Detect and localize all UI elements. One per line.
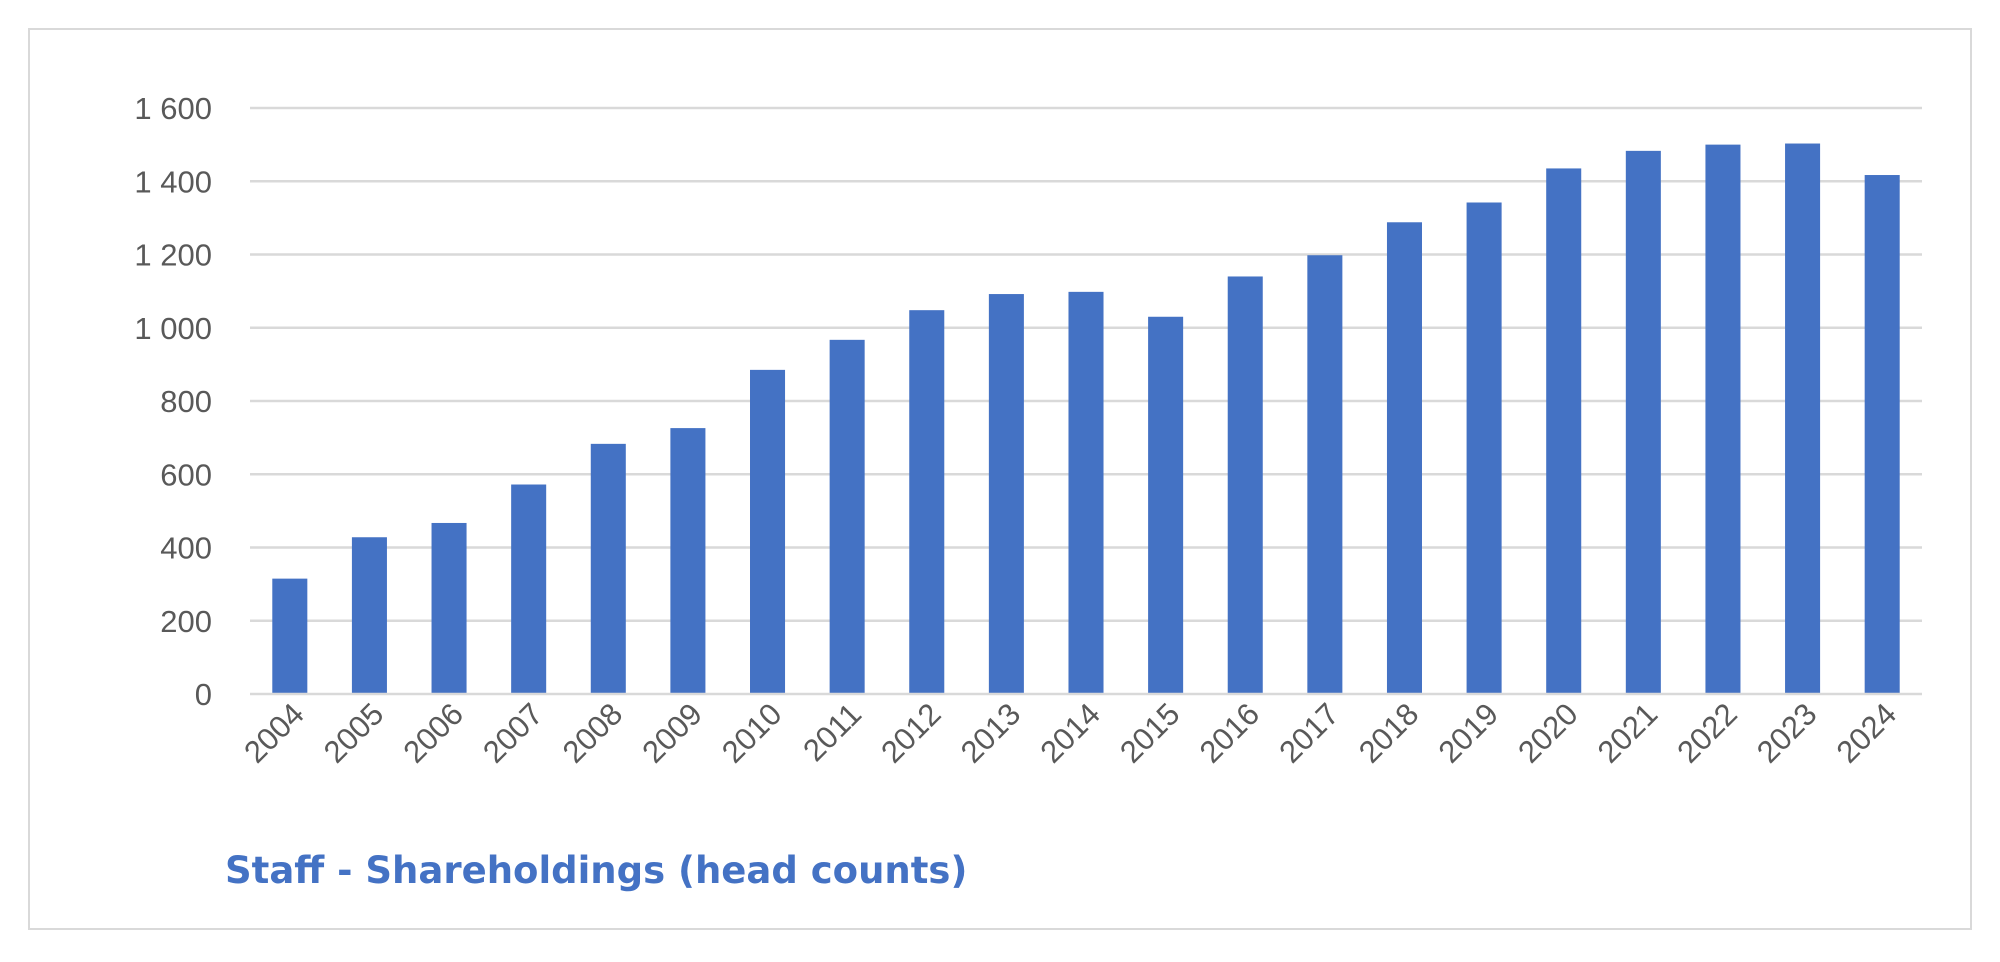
bar-2008 bbox=[590, 443, 626, 694]
y-tick-label: 800 bbox=[160, 384, 212, 419]
x-tick-label: 2008 bbox=[556, 696, 630, 770]
x-tick-label: 2018 bbox=[1352, 696, 1426, 770]
bars bbox=[272, 143, 1900, 695]
x-tick-label: 2015 bbox=[1113, 696, 1187, 770]
y-tick-label: 0 bbox=[195, 677, 212, 712]
y-tick-label: 600 bbox=[160, 457, 212, 492]
x-axis-tick-labels: 2004 2005 2006 2007 2008 2009 2010 2011 2012 2013… bbox=[237, 696, 1903, 770]
bar-2006 bbox=[431, 522, 467, 694]
bar-2018 bbox=[1386, 222, 1422, 694]
bar-2009 bbox=[670, 428, 706, 694]
x-tick-label: 2011 bbox=[796, 696, 868, 768]
x-tick-label: 2009 bbox=[635, 696, 709, 770]
bar-2024 bbox=[1864, 175, 1900, 694]
x-tick-label: 2021 bbox=[1591, 696, 1665, 770]
y-tick-label: 400 bbox=[160, 531, 212, 566]
bar-2007 bbox=[511, 484, 547, 694]
bar-2023 bbox=[1785, 143, 1821, 694]
x-tick-label: 2006 bbox=[396, 696, 470, 770]
bar-2019 bbox=[1466, 202, 1502, 694]
bar-2020 bbox=[1546, 168, 1582, 694]
x-tick-label: 2019 bbox=[1432, 696, 1506, 770]
y-axis-tick-labels: 0 200 400 600 800 1 000 1 200 1 400 1 600 bbox=[134, 91, 212, 712]
x-tick-label: 2022 bbox=[1670, 696, 1744, 770]
y-tick-label: 1 400 bbox=[134, 164, 212, 199]
x-tick-label: 2010 bbox=[715, 696, 789, 770]
bar-2012 bbox=[909, 310, 945, 694]
x-tick-label: 2017 bbox=[1272, 696, 1346, 770]
x-tick-label: 2020 bbox=[1511, 696, 1585, 770]
x-tick-label: 2016 bbox=[1193, 696, 1267, 770]
chart-title: Staff - Shareholdings (head counts) bbox=[225, 849, 968, 892]
bar-2016 bbox=[1227, 276, 1263, 694]
x-tick-label: 2012 bbox=[874, 696, 948, 770]
bar-2010 bbox=[750, 369, 786, 694]
bar-2021 bbox=[1625, 150, 1661, 694]
bar-2022 bbox=[1705, 144, 1741, 694]
bar-2015 bbox=[1148, 316, 1184, 694]
bar-2004 bbox=[272, 578, 308, 694]
y-tick-label: 200 bbox=[160, 604, 212, 639]
y-tick-label: 1 000 bbox=[134, 311, 212, 346]
y-tick-label: 1 200 bbox=[134, 238, 212, 273]
bar-2005 bbox=[351, 537, 387, 694]
y-tick-label: 1 600 bbox=[134, 91, 212, 126]
x-tick-label: 2014 bbox=[1033, 696, 1107, 770]
x-tick-label: 2005 bbox=[317, 696, 391, 770]
bar-2013 bbox=[988, 294, 1024, 694]
x-tick-label: 2007 bbox=[476, 696, 550, 770]
x-tick-label: 2024 bbox=[1830, 696, 1904, 770]
bar-2011 bbox=[829, 339, 865, 694]
x-tick-label: 2023 bbox=[1750, 696, 1824, 770]
x-tick-label: 2013 bbox=[954, 696, 1028, 770]
x-tick-label: 2004 bbox=[237, 696, 311, 770]
bar-2014 bbox=[1068, 291, 1104, 694]
bar-2017 bbox=[1307, 255, 1343, 695]
